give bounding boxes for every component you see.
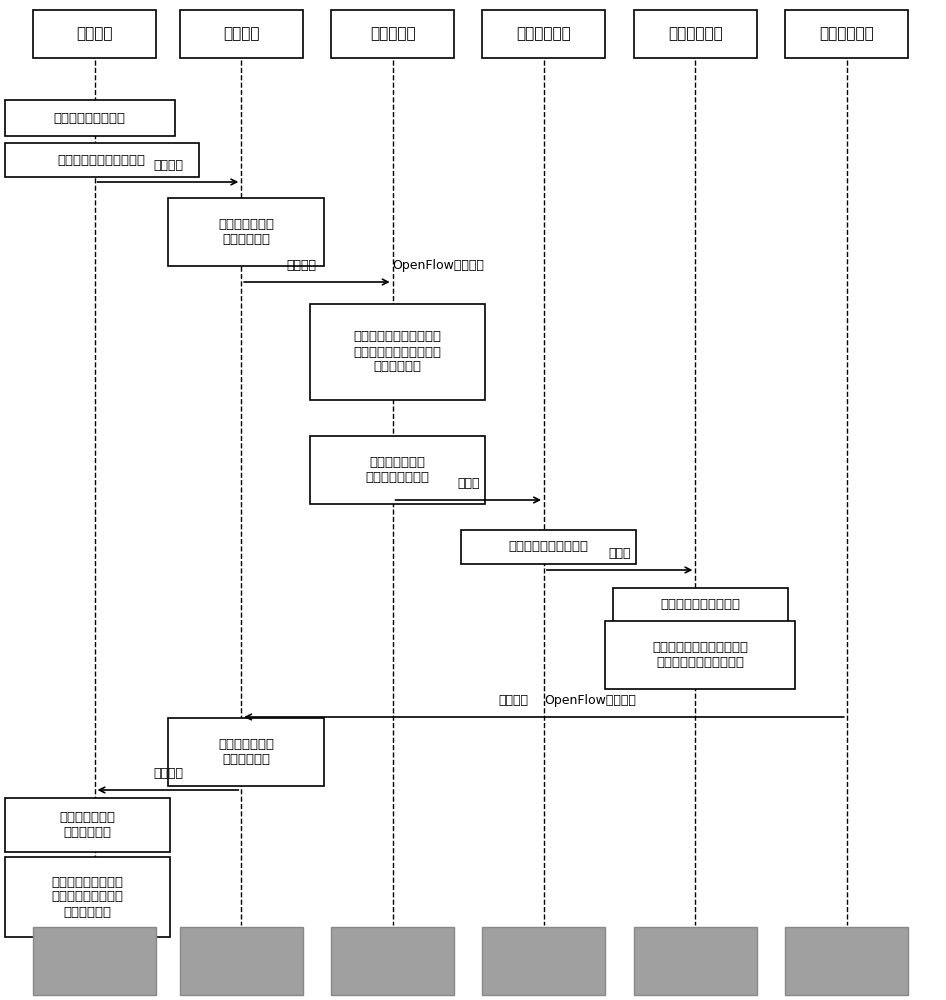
Text: OpenFlow协议消息: OpenFlow协议消息 [544, 694, 636, 707]
Bar [461, 530, 636, 564]
Bar [310, 304, 484, 400]
Bar [180, 10, 303, 58]
Bar [634, 927, 757, 995]
Text: 流表匹配，探测包转发: 流表匹配，探测包转发 [509, 540, 588, 554]
Text: 查找任务链表，
存储测量数据: 查找任务链表， 存储测量数据 [60, 811, 115, 839]
Text: 测量消息: 测量消息 [287, 259, 317, 272]
Bar [785, 10, 908, 58]
Bar [331, 927, 454, 995]
Text: 适配模块: 适配模块 [223, 26, 259, 41]
Text: 测量消息: 测量消息 [499, 694, 529, 707]
Text: 测量组件: 测量组件 [77, 26, 113, 41]
Text: 探测包: 探测包 [608, 547, 631, 560]
Text: 流表匹配，探测包接收: 流表匹配，探测包接收 [660, 598, 740, 611]
Text: 解析测量消息，
提取测量信息: 解析测量消息， 提取测量信息 [218, 738, 274, 766]
Bar [482, 10, 605, 58]
Text: 发送端交换机: 发送端交换机 [517, 26, 571, 41]
Bar [634, 10, 757, 58]
Text: OpenFlow协议消息: OpenFlow协议消息 [393, 259, 484, 272]
Text: 执行测量操作，提取测量数
据，构造测量消息并上报: 执行测量操作，提取测量数 据，构造测量消息并上报 [652, 641, 748, 669]
Text: 查询测量队列，
发送超时的探测包: 查询测量队列， 发送超时的探测包 [365, 456, 429, 484]
Bar [613, 588, 787, 622]
Text: 检查任务链表，若有
已完成任务，计算测
量结果并存储: 检查任务链表，若有 已完成任务，计算测 量结果并存储 [51, 876, 124, 918]
Text: 获取任务，解析参数: 获取任务，解析参数 [54, 111, 126, 124]
Text: 任务信息: 任务信息 [153, 159, 183, 172]
Text: 可编程的测量模块解析测
量消息，构造探测包并存
储至测量队列: 可编程的测量模块解析测 量消息，构造探测包并存 储至测量队列 [353, 330, 442, 373]
Text: 转发端交换机: 转发端交换机 [668, 26, 723, 41]
Bar [180, 927, 303, 995]
Text: 构造测量消息，
填充任务参数: 构造测量消息， 填充任务参数 [218, 218, 274, 246]
Text: 封装任务参数和操作指令: 封装任务参数和操作指令 [58, 153, 146, 166]
Text: 测量信息: 测量信息 [153, 767, 183, 780]
Bar [5, 857, 170, 937]
Bar [331, 10, 454, 58]
Bar [168, 198, 324, 266]
Text: 探测包: 探测包 [457, 477, 480, 490]
Bar [5, 100, 175, 136]
Bar [5, 798, 170, 852]
Text: 网络控制器: 网络控制器 [370, 26, 415, 41]
Bar [482, 927, 605, 995]
Bar [5, 143, 199, 177]
Bar [33, 10, 156, 58]
Bar [605, 621, 795, 689]
Bar [785, 927, 908, 995]
Bar [33, 927, 156, 995]
Bar [310, 436, 484, 504]
Bar [168, 718, 324, 786]
Text: 接收端交换机: 接收端交换机 [819, 26, 874, 41]
